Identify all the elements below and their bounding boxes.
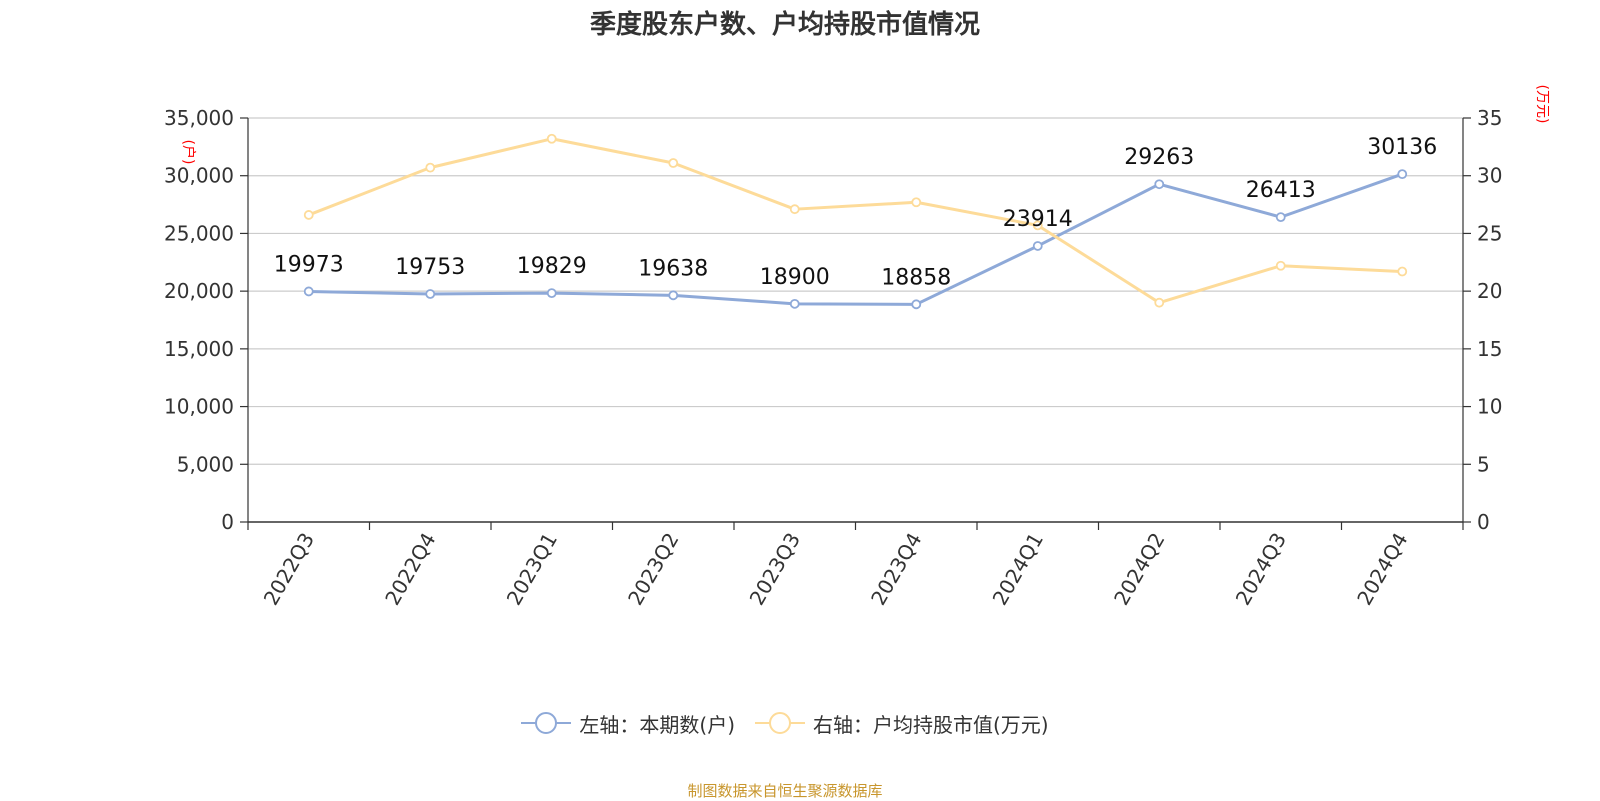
data-point-right <box>1275 260 1286 271</box>
data-label: 19829 <box>517 254 587 279</box>
data-point-left <box>668 290 679 301</box>
data-point-left <box>425 289 436 299</box>
legend: 左轴：本期数(户) 右轴：户均持股市值(万元) <box>0 708 1570 738</box>
data-point-right <box>1032 220 1043 231</box>
x-axis-tick-label: 2024Q4 <box>1352 529 1412 610</box>
data-point-left <box>1275 212 1286 223</box>
chart-title: 季度股东户数、户均持股市值情况 <box>589 10 980 40</box>
x-axis-tick-label: 2023Q4 <box>866 529 926 610</box>
legend-label-left: 左轴：本期数(户) <box>579 712 735 737</box>
left-axis-tick-label: 5,000 <box>177 452 234 476</box>
data-source-note: 制图数据来自恒生聚源数据库 <box>687 782 883 800</box>
data-point-left <box>1397 169 1408 180</box>
legend-label-right: 右轴：户均持股市值(万元) <box>813 712 1049 737</box>
data-label: 30136 <box>1367 135 1437 160</box>
data-point-right <box>911 197 922 208</box>
series-line-left <box>308 172 1403 306</box>
legend-marker-blue <box>521 712 572 734</box>
data-point-left <box>911 299 922 310</box>
data-point-right <box>1397 266 1408 277</box>
data-point-left <box>1154 179 1165 190</box>
data-point-right <box>1154 297 1165 308</box>
right-axis-tick-label: 30 <box>1477 164 1502 188</box>
data-label: 19638 <box>638 256 708 281</box>
left-axis-unit-label: (户) <box>180 140 197 165</box>
data-label: 19753 <box>395 255 465 280</box>
left-axis-tick-label: 10,000 <box>164 395 234 419</box>
data-point-right <box>668 158 679 168</box>
right-axis-tick-label: 10 <box>1477 395 1502 419</box>
data-point-left <box>546 288 557 299</box>
right-axis-tick-label: 35 <box>1477 106 1502 130</box>
data-label: 23914 <box>1003 207 1073 232</box>
x-axis-tick-label: 2024Q3 <box>1231 529 1291 610</box>
legend-item-right-series[interactable]: 右轴：户均持股市值(万元) <box>755 708 1049 738</box>
data-point-right <box>303 210 314 220</box>
left-axis-tick-label: 20,000 <box>164 279 234 303</box>
x-axis-tick-label: 2024Q2 <box>1109 529 1169 610</box>
data-point-left <box>303 286 314 297</box>
x-axis-tick-label: 2022Q3 <box>259 529 319 610</box>
x-axis-tick-label: 2023Q1 <box>502 529 562 610</box>
series-line-right <box>308 137 1403 305</box>
x-axis-tick-label: 2023Q3 <box>745 529 805 610</box>
left-axis-tick-label: 0 <box>221 510 234 534</box>
data-point-right <box>425 162 436 173</box>
data-label: 18858 <box>881 265 951 290</box>
legend-marker-yellow <box>755 712 805 734</box>
right-axis-unit-label: (万元) <box>1534 85 1550 124</box>
data-point-right <box>546 133 557 144</box>
data-point-left <box>789 298 800 309</box>
right-axis-tick-label: 0 <box>1477 510 1490 534</box>
data-label: 18900 <box>760 265 830 290</box>
left-axis-tick-label: 35,000 <box>164 106 234 130</box>
right-axis-tick-label: 5 <box>1477 452 1490 476</box>
data-point-right <box>789 204 800 215</box>
left-axis-tick-label: 30,000 <box>164 164 234 188</box>
x-axis-tick-label: 2023Q2 <box>623 529 683 610</box>
data-point-left <box>1032 241 1043 251</box>
data-label: 26413 <box>1246 178 1316 203</box>
data-label: 19973 <box>274 252 344 277</box>
right-axis-tick-label: 15 <box>1477 337 1502 361</box>
legend-item-left-series[interactable]: 左轴：本期数(户) <box>521 708 735 738</box>
right-axis-tick-label: 25 <box>1477 221 1502 245</box>
left-axis-tick-label: 15,000 <box>164 337 234 361</box>
left-axis-tick-label: 25,000 <box>164 221 234 245</box>
data-label: 29263 <box>1124 145 1194 170</box>
right-axis-tick-label: 20 <box>1477 279 1502 303</box>
x-axis-tick-label: 2022Q4 <box>380 529 440 610</box>
x-axis-tick-label: 2024Q1 <box>988 529 1048 610</box>
